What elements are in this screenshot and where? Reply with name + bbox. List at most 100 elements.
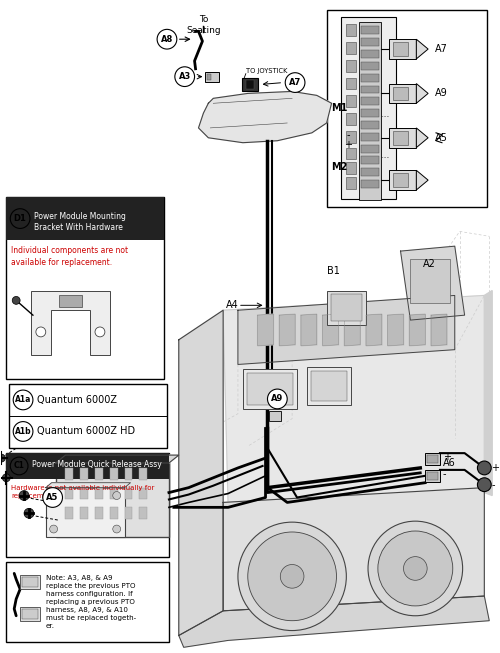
Bar (388, 84, 416, 103)
Bar (80, 507, 88, 519)
Bar (361, 62, 379, 70)
Bar (243, 370, 297, 409)
Text: Power Module Quick Release Assy: Power Module Quick Release Assy (32, 460, 162, 469)
Bar (20, 607, 40, 621)
Text: Quantum 6000Z: Quantum 6000Z (37, 395, 117, 405)
Circle shape (248, 532, 336, 621)
Bar (346, 95, 356, 107)
Bar (388, 170, 416, 190)
Circle shape (24, 508, 34, 518)
Polygon shape (258, 314, 274, 345)
Text: -: - (491, 480, 494, 490)
Circle shape (238, 522, 346, 631)
Bar (6, 197, 164, 379)
Text: To
Seating: To Seating (186, 14, 220, 35)
Polygon shape (179, 596, 489, 647)
Bar (361, 50, 379, 58)
Bar (20, 575, 40, 589)
Circle shape (368, 521, 462, 616)
Circle shape (478, 478, 491, 492)
Text: B1: B1 (410, 330, 424, 340)
Text: D1: D1 (14, 214, 26, 223)
Bar (6, 197, 164, 240)
Text: A5: A5 (435, 133, 448, 143)
Bar (361, 109, 379, 117)
Bar (22, 577, 38, 587)
Bar (270, 397, 281, 407)
Text: A7: A7 (435, 44, 448, 54)
Polygon shape (238, 295, 454, 364)
Circle shape (2, 474, 10, 482)
Bar (326, 291, 366, 325)
Polygon shape (31, 291, 110, 355)
Text: +: + (491, 463, 499, 473)
Text: A3: A3 (178, 72, 191, 81)
Text: TO JOYSTICK: TO JOYSTICK (246, 68, 287, 74)
Bar (361, 26, 379, 34)
Text: A9: A9 (435, 88, 448, 99)
Circle shape (50, 492, 58, 500)
Bar (307, 368, 352, 405)
Bar (346, 131, 356, 143)
Circle shape (43, 488, 62, 507)
Bar (246, 80, 254, 89)
Bar (95, 507, 103, 519)
Circle shape (19, 490, 29, 500)
Bar (124, 507, 132, 519)
Bar (124, 468, 132, 480)
Text: -: - (346, 130, 350, 140)
Circle shape (0, 454, 6, 462)
Bar (6, 562, 169, 643)
Text: +: + (443, 452, 451, 462)
Text: A2: A2 (423, 259, 436, 269)
Bar (346, 148, 356, 159)
Bar (427, 455, 438, 463)
Bar (208, 74, 212, 80)
Text: A6: A6 (443, 458, 456, 468)
Bar (361, 133, 379, 140)
Text: Quantum 6000Z HD: Quantum 6000Z HD (37, 426, 135, 436)
Polygon shape (400, 246, 464, 320)
Polygon shape (322, 314, 338, 345)
Circle shape (36, 327, 46, 337)
Bar (346, 78, 356, 89)
Bar (392, 42, 408, 56)
Polygon shape (46, 483, 130, 488)
Polygon shape (416, 128, 428, 148)
Bar (140, 507, 147, 519)
Bar (425, 287, 430, 295)
Text: -: - (443, 469, 446, 479)
Circle shape (478, 461, 491, 475)
Bar (10, 384, 167, 448)
Bar (361, 86, 379, 93)
Text: Power Module Mounting
Bracket With Hardware: Power Module Mounting Bracket With Hardw… (34, 212, 126, 232)
Circle shape (10, 457, 28, 475)
Bar (124, 488, 132, 500)
Circle shape (13, 422, 33, 441)
Bar (392, 173, 408, 187)
Circle shape (280, 564, 304, 588)
Bar (410, 259, 450, 304)
Bar (80, 468, 88, 480)
Bar (66, 488, 74, 500)
Bar (6, 453, 169, 556)
Text: Individual components are not
available for replacement.: Individual components are not available … (11, 246, 128, 267)
Polygon shape (410, 314, 425, 345)
Polygon shape (198, 91, 332, 143)
Circle shape (113, 492, 120, 500)
Bar (22, 609, 38, 619)
Polygon shape (416, 39, 428, 59)
Polygon shape (280, 314, 295, 345)
Bar (427, 472, 438, 480)
Polygon shape (223, 488, 484, 611)
Bar (66, 468, 74, 480)
Bar (110, 488, 118, 500)
Bar (56, 463, 169, 537)
Circle shape (378, 531, 453, 606)
Bar (270, 383, 281, 393)
Bar (140, 468, 147, 480)
Bar (361, 121, 379, 129)
Polygon shape (484, 291, 492, 496)
Bar (247, 374, 293, 405)
Bar (388, 128, 416, 148)
